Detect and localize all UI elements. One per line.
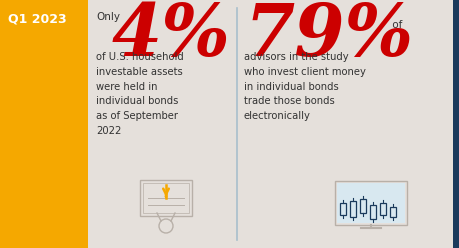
Bar	[359, 199, 365, 213]
Bar	[349, 201, 355, 217]
Text: of U.S. household
investable assets
were held in
individual bonds
as of Septembe: of U.S. household investable assets were…	[96, 52, 183, 136]
Bar	[339, 203, 345, 215]
Text: advisors in the study
who invest client money
in individual bonds
trade those bo: advisors in the study who invest client …	[243, 52, 365, 121]
Bar	[0, 0, 88, 248]
Text: 79%: 79%	[243, 0, 412, 71]
Text: Only: Only	[96, 12, 120, 22]
Bar	[379, 203, 385, 215]
FancyBboxPatch shape	[336, 183, 404, 223]
Bar	[369, 205, 375, 219]
Bar	[452, 0, 459, 248]
Text: Q1 2023: Q1 2023	[8, 13, 67, 26]
Text: of: of	[388, 20, 402, 30]
Text: 4%: 4%	[112, 0, 230, 71]
Bar	[389, 207, 395, 217]
